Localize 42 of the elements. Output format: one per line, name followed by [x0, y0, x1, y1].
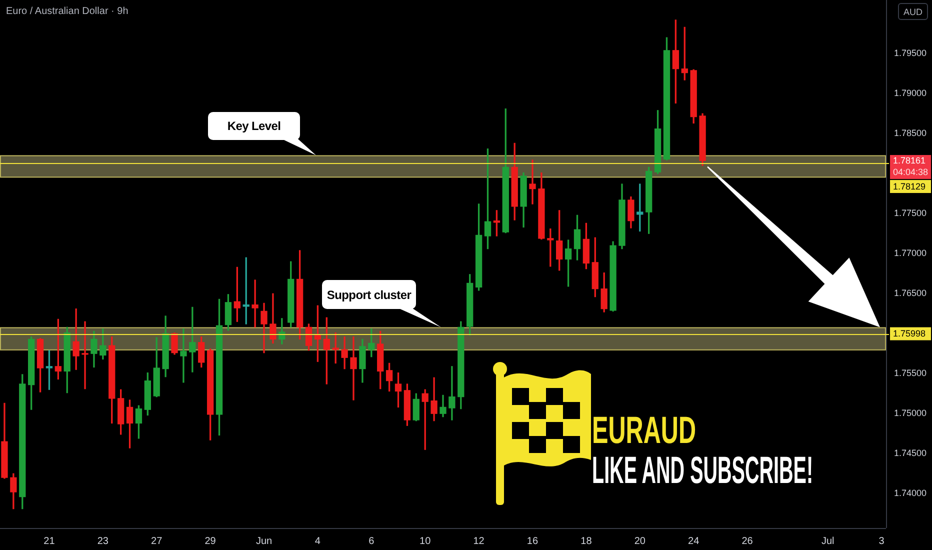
x-tick-label: 3 — [878, 536, 885, 547]
y-tick-label: 1.75000 — [894, 408, 927, 418]
annotation: EURAUD — [592, 410, 696, 452]
candlestick — [252, 280, 258, 328]
x-tick-label: 10 — [420, 536, 432, 547]
band-label: Support cluster — [326, 288, 412, 302]
x-tick-label: 18 — [580, 536, 592, 547]
x-tick-label: 4 — [314, 536, 321, 547]
x-tick-label: 12 — [473, 536, 485, 547]
y-tick-label: 1.79000 — [894, 88, 927, 98]
ref-line-label: 1.75998 — [893, 328, 926, 339]
x-tick-label: 27 — [151, 536, 163, 547]
annotation: LIKE AND SUBSCRIBE! — [592, 450, 814, 492]
x-tick-label: Jun — [256, 536, 272, 547]
y-tick-label: 1.76500 — [894, 288, 927, 298]
y-tick-label: 1.79500 — [894, 48, 927, 58]
x-tick-label: 16 — [526, 536, 538, 547]
x-tick-label: 23 — [97, 536, 109, 547]
candlestick — [82, 321, 88, 390]
y-tick-label: 1.77000 — [894, 248, 927, 258]
x-tick-label: Jul — [821, 536, 834, 547]
y-tick-label: 1.78500 — [894, 128, 927, 138]
candlestick — [529, 160, 536, 204]
x-tick-label: 6 — [368, 536, 375, 547]
y-tick-label: 1.75500 — [894, 368, 927, 378]
x-tick-label: 24 — [688, 536, 700, 547]
band-label: Key Level — [227, 119, 281, 133]
y-tick-label: 1.77500 — [894, 208, 927, 218]
candlestick — [350, 336, 357, 400]
x-tick-label: 29 — [204, 536, 216, 547]
ref-line-label: 1.78129 — [893, 181, 926, 192]
x-tick-label: 26 — [742, 536, 754, 547]
x-tick-label: 20 — [634, 536, 646, 547]
text: Euro / Australian Dollar · 9h — [6, 6, 128, 17]
y-tick-label: 1.74500 — [894, 448, 927, 458]
x-tick-label: 21 — [44, 536, 56, 547]
candlestick — [180, 328, 187, 383]
y-axis-title: AUD — [903, 6, 922, 16]
y-tick-label: 1.74000 — [894, 488, 927, 498]
candlestick — [448, 366, 456, 420]
text: 1.78161 — [893, 156, 926, 166]
text: 04:04:38 — [893, 167, 928, 178]
